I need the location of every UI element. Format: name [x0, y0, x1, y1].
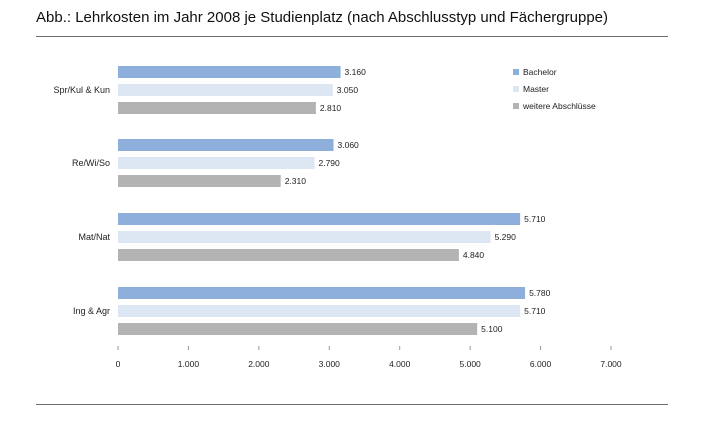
x-tick-label: 1.000: [178, 359, 200, 369]
x-tick-label: 2.000: [248, 359, 270, 369]
legend-swatch: [513, 86, 519, 92]
bar: [118, 249, 459, 261]
legend-label: weitere Abschlüsse: [522, 101, 596, 111]
data-label: 5.710: [524, 214, 546, 224]
category-label: Mat/Nat: [78, 232, 110, 242]
bar: [118, 102, 316, 114]
data-label: 5.710: [524, 306, 546, 316]
bar: [118, 175, 281, 187]
legend-label: Master: [523, 84, 549, 94]
category-label: Re/Wi/So: [72, 158, 110, 168]
x-tick-label: 4.000: [389, 359, 411, 369]
x-tick-label: 0: [116, 359, 121, 369]
data-label: 4.840: [463, 250, 485, 260]
data-label: 2.790: [318, 158, 340, 168]
x-tick-label: 3.000: [319, 359, 341, 369]
top-divider: [36, 36, 668, 37]
bar: [118, 213, 521, 225]
bar: [118, 231, 491, 243]
bar: [118, 323, 478, 335]
bar: [118, 287, 526, 299]
legend-swatch: [513, 103, 519, 109]
category-label: Ing & Agr: [73, 306, 110, 316]
category-label: Spr/Kul & Kun: [53, 85, 110, 95]
data-label: 3.160: [345, 67, 367, 77]
bar: [118, 84, 333, 96]
data-label: 3.050: [337, 85, 359, 95]
bar: [118, 139, 334, 151]
legend-label: Bachelor: [523, 67, 557, 77]
data-label: 2.810: [320, 103, 342, 113]
chart-title: Abb.: Lehrkosten im Jahr 2008 je Studien…: [36, 9, 609, 26]
x-tick-label: 6.000: [530, 359, 552, 369]
data-label: 3.060: [338, 140, 360, 150]
data-label: 5.780: [529, 288, 551, 298]
bar: [118, 305, 521, 317]
bar: [118, 157, 315, 169]
x-tick-label: 5.000: [460, 359, 482, 369]
data-label: 5.100: [481, 324, 503, 334]
bottom-divider: [36, 404, 668, 405]
x-tick-label: 7.000: [600, 359, 622, 369]
legend-swatch: [513, 69, 519, 75]
data-label: 5.290: [495, 232, 517, 242]
data-label: 2.310: [285, 176, 307, 186]
bar: [118, 66, 341, 78]
